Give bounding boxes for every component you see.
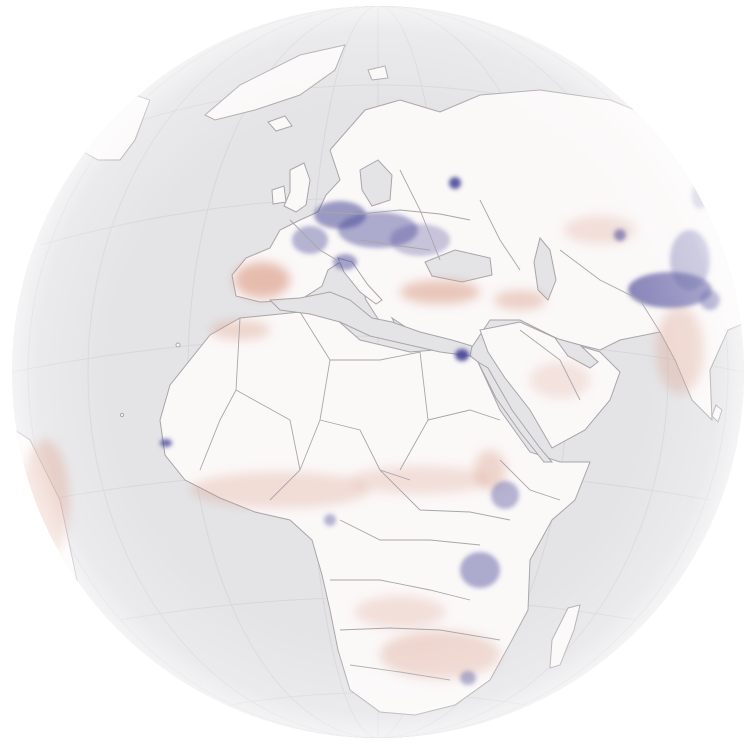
limb-shading xyxy=(12,6,744,738)
